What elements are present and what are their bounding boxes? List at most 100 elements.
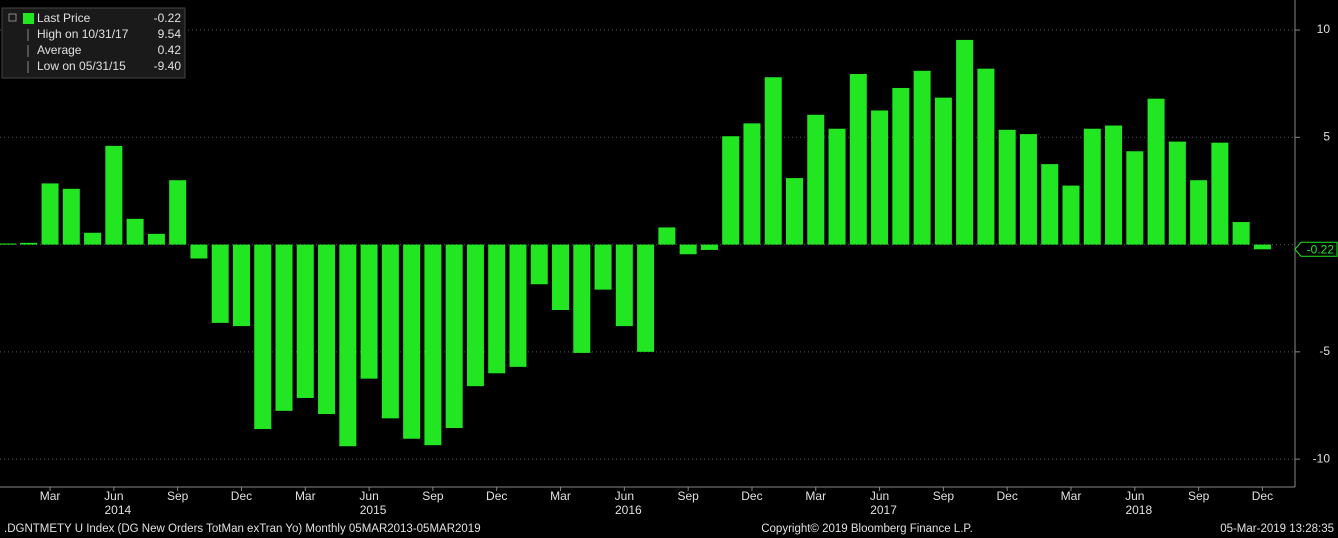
bar <box>339 244 357 447</box>
bar <box>700 244 718 250</box>
footer-left: .DGNTMETY U Index (DG New Orders TotMan … <box>4 523 481 535</box>
bar <box>105 145 123 245</box>
bar <box>126 218 144 245</box>
bar <box>232 244 250 327</box>
bar <box>254 244 272 430</box>
y-tick-label: 10 <box>1317 22 1331 36</box>
legend: Last Price -0.22 High on 10/31/17 9.54 Avera… <box>1 7 186 79</box>
bar <box>828 128 846 245</box>
x-tick-label: Sep <box>933 489 955 503</box>
bar <box>977 68 995 245</box>
last-value-tag <box>1294 241 1338 257</box>
bar <box>892 87 910 245</box>
bar <box>1126 151 1144 245</box>
x-tick-label: Dec <box>231 489 252 503</box>
bar <box>1105 125 1123 245</box>
x-tick-label: Dec <box>486 489 507 503</box>
x-tick-label: Jun <box>104 489 123 503</box>
x-group-label: 2018 <box>1125 503 1152 517</box>
legend-label: High on 10/31/17 <box>37 27 129 41</box>
bar <box>1019 134 1037 245</box>
y-tick-label: -10 <box>1313 451 1331 465</box>
x-tick-label: Sep <box>167 489 189 503</box>
bar <box>807 114 825 245</box>
bar <box>169 180 187 245</box>
x-tick-label: Jun <box>359 489 378 503</box>
bar <box>1041 164 1059 245</box>
x-tick-label: Sep <box>422 489 444 503</box>
x-tick-label: Jun <box>1125 489 1144 503</box>
bar <box>956 39 974 245</box>
bar <box>871 110 889 245</box>
x-group-label: 2017 <box>870 503 897 517</box>
bar <box>913 70 931 245</box>
x-group-label: 2016 <box>615 503 642 517</box>
x-group-label: 2014 <box>104 503 131 517</box>
bar <box>0 243 16 245</box>
bar <box>573 244 591 353</box>
y-tick-label: 5 <box>1323 129 1330 143</box>
bar <box>84 232 102 245</box>
x-tick-label: Jun <box>615 489 634 503</box>
bar <box>445 244 463 429</box>
bar <box>424 244 442 446</box>
x-tick-label: Jun <box>870 489 889 503</box>
bar <box>658 227 676 245</box>
bar <box>1147 98 1165 245</box>
bar <box>41 183 59 245</box>
x-tick-label: Mar <box>550 489 571 503</box>
y-tick-label: -5 <box>1319 344 1330 358</box>
x-tick-label: Mar <box>805 489 826 503</box>
bar <box>466 244 484 387</box>
bar <box>296 244 314 398</box>
legend-value: 9.54 <box>158 27 182 41</box>
bar <box>722 136 740 245</box>
bar <box>275 244 293 411</box>
bar <box>509 244 527 367</box>
x-tick-label: Dec <box>741 489 762 503</box>
bar <box>849 74 867 245</box>
x-group-label: 2015 <box>360 503 387 517</box>
bar <box>360 244 378 379</box>
bar <box>764 77 782 245</box>
legend-value: 0.42 <box>158 43 182 57</box>
x-tick-label: Dec <box>1252 489 1273 503</box>
bar <box>530 244 548 285</box>
legend-label: Low on 05/31/15 <box>37 59 126 73</box>
last-value-label: -0.22 <box>1307 242 1335 256</box>
legend-collapse <box>8 13 17 22</box>
bar <box>1232 222 1250 245</box>
bar <box>1062 185 1080 245</box>
x-tick-label: Dec <box>997 489 1018 503</box>
bar <box>934 97 952 245</box>
legend-label: Average <box>37 43 82 57</box>
bar <box>679 244 697 255</box>
x-tick-label: Sep <box>1188 489 1210 503</box>
bar <box>998 129 1016 245</box>
bar <box>211 244 229 323</box>
bar <box>1083 128 1101 245</box>
x-tick-label: Mar <box>40 489 61 503</box>
bar <box>488 244 506 374</box>
legend-label: Last Price <box>37 11 91 25</box>
bar <box>637 244 655 352</box>
bar <box>615 244 633 327</box>
legend-value: -0.22 <box>154 11 182 25</box>
bar <box>1253 244 1271 250</box>
x-tick-label: Mar <box>295 489 316 503</box>
bar <box>785 178 803 245</box>
bar <box>594 244 612 290</box>
bar <box>1168 141 1186 245</box>
bar <box>403 244 421 439</box>
bar <box>147 233 165 245</box>
bar <box>318 244 336 415</box>
footer-right: 05-Mar-2019 13:28:35 <box>1220 523 1334 535</box>
bar <box>62 188 80 245</box>
bar <box>743 123 761 245</box>
bar <box>1190 180 1208 245</box>
bar <box>20 242 38 245</box>
x-tick-label: Mar <box>1061 489 1082 503</box>
